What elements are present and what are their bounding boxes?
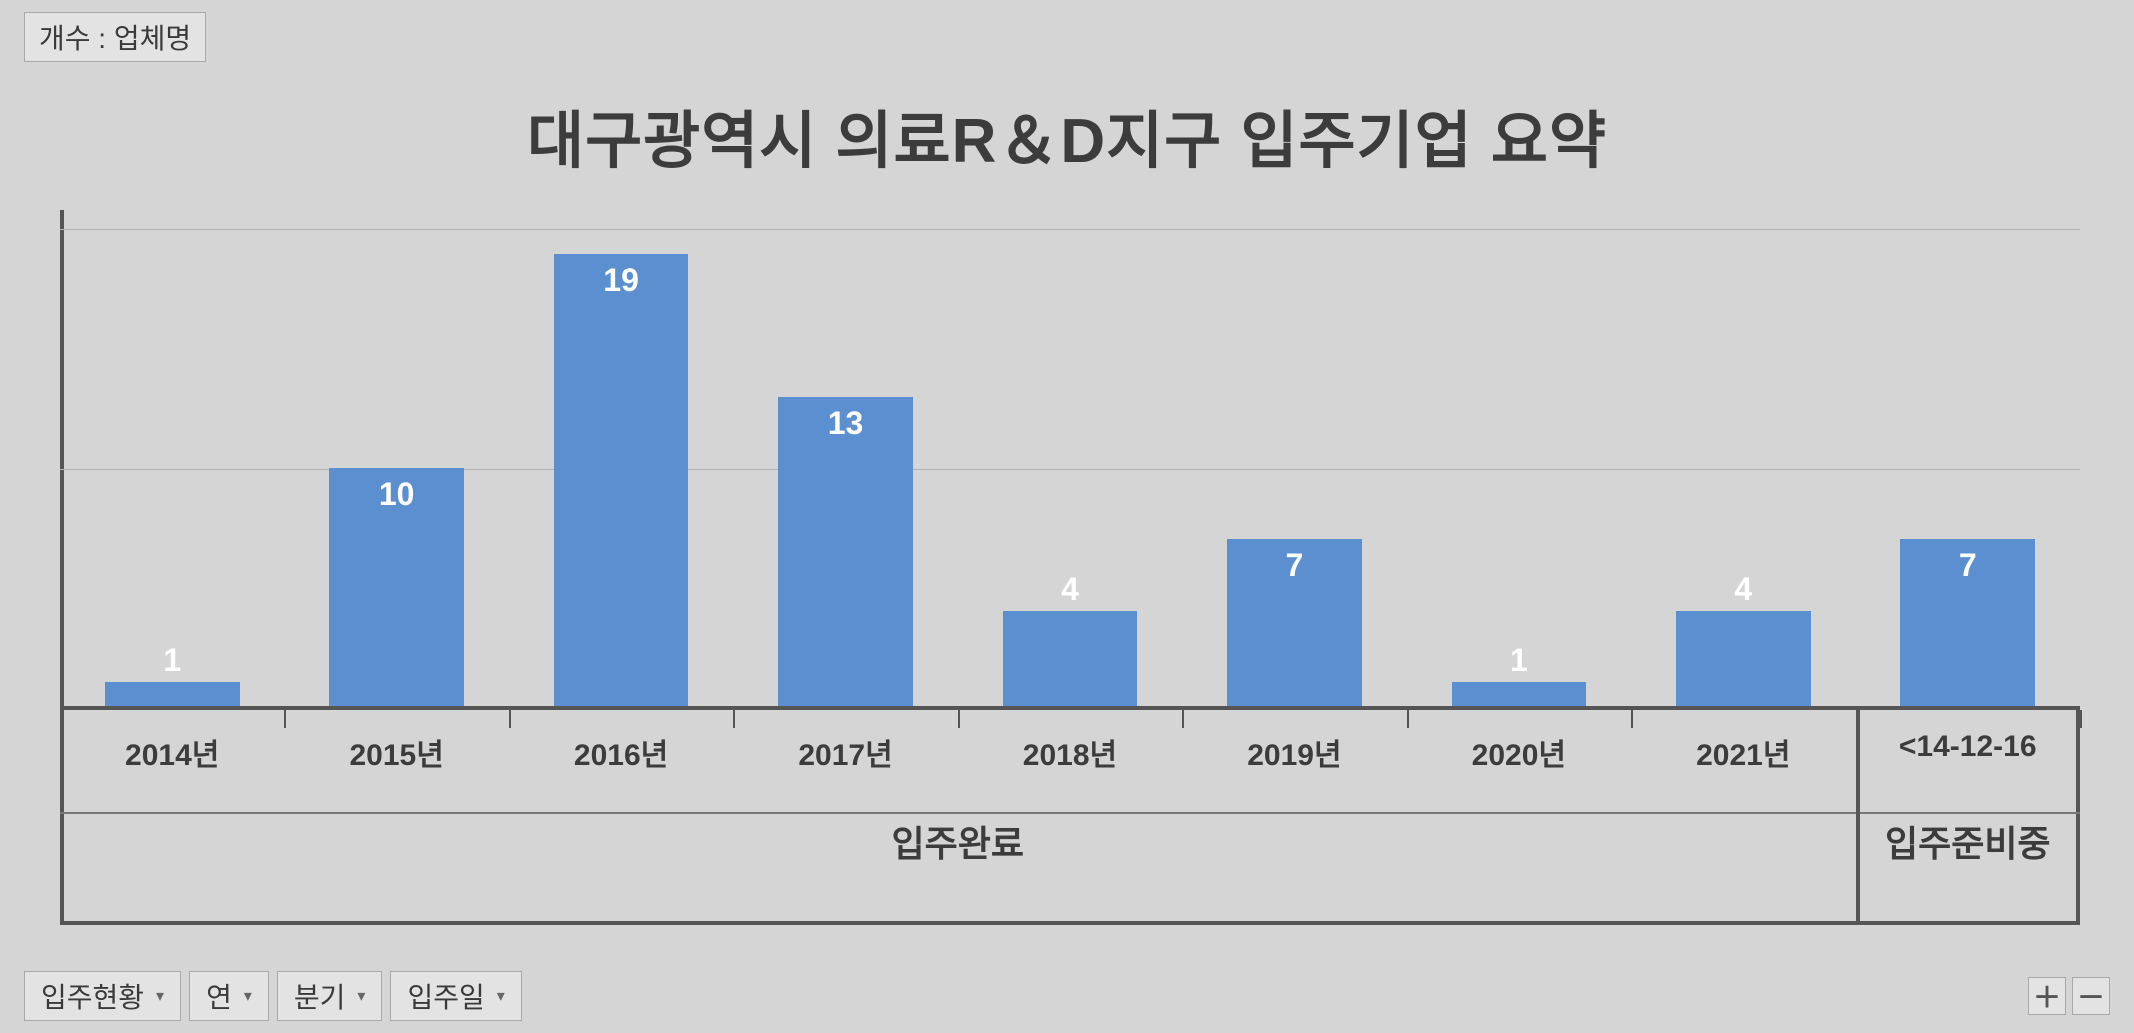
bar: 13 — [778, 397, 913, 706]
bar-value-label: 1 — [1452, 642, 1587, 679]
bar-slot: 4 — [1631, 230, 1855, 706]
category-separator — [1856, 710, 1860, 925]
x-tick — [509, 710, 511, 728]
filter-label: 연 — [206, 976, 232, 1016]
plot-area: 110191347147 2014년2015년2016년2017년2018년20… — [60, 230, 2080, 710]
bar: 4 — [1676, 611, 1811, 706]
zoom-in-button[interactable]: ＋ — [2028, 977, 2066, 1015]
bar-value-label: 4 — [1676, 571, 1811, 608]
category-bottom-line — [60, 921, 2080, 925]
category-label: 입주완료 — [60, 815, 1856, 875]
x-tick — [733, 710, 735, 728]
bar-slot: 19 — [509, 230, 733, 706]
bar-slot: 4 — [958, 230, 1182, 706]
bar-slot: 10 — [284, 230, 508, 706]
x-tick — [1407, 710, 1409, 728]
bar-value-label: 13 — [778, 405, 913, 442]
x-tick — [958, 710, 960, 728]
filter-button[interactable]: 입주현황 ▾ — [24, 971, 181, 1021]
x-axis-label: 2015년 — [284, 730, 508, 774]
legend-badge: 개수 : 업체명 — [24, 12, 206, 62]
bars-container: 1 10 19 13 4 7 1 4 7 — [60, 230, 2080, 706]
bar-value-label: 10 — [329, 476, 464, 513]
bar-slot: 1 — [60, 230, 284, 706]
chevron-down-icon: ▾ — [244, 986, 252, 1006]
zoom-out-button[interactable]: － — [2072, 977, 2110, 1015]
bar-value-label: 4 — [1003, 571, 1138, 608]
x-axis-label: 2018년 — [958, 730, 1182, 774]
zoom-controls: ＋ － — [2028, 977, 2110, 1015]
bar-value-label: 7 — [1900, 547, 2035, 584]
x-tick — [2080, 710, 2082, 728]
x-axis-label: 2016년 — [509, 730, 733, 774]
filter-label: 입주일 — [407, 976, 484, 1016]
filter-button[interactable]: 입주일 ▾ — [390, 971, 521, 1021]
bar-slot: 1 — [1407, 230, 1631, 706]
filter-label: 입주현황 — [41, 976, 144, 1016]
chevron-down-icon: ▾ — [357, 986, 365, 1006]
filter-button[interactable]: 분기 ▾ — [277, 971, 383, 1021]
x-axis-labels: 2014년2015년2016년2017년2018년2019년2020년2021년… — [60, 730, 2080, 774]
category-row: 입주완료입주준비중 — [60, 815, 2080, 875]
bar: 7 — [1227, 539, 1362, 706]
bar-slot: 7 — [1856, 230, 2080, 706]
bar: 4 — [1003, 611, 1138, 706]
x-axis — [60, 706, 2080, 710]
x-axis-label: 2014년 — [60, 730, 284, 774]
bar: 1 — [105, 682, 240, 706]
bottom-filter-bar: 입주현황▾연▾분기▾입주일▾ ＋ － — [24, 971, 2110, 1021]
bar: 7 — [1900, 539, 2035, 706]
x-axis-label: 2017년 — [733, 730, 957, 774]
chevron-down-icon: ▾ — [497, 986, 505, 1006]
x-axis-label: 2019년 — [1182, 730, 1406, 774]
bar: 1 — [1452, 682, 1587, 706]
bar: 19 — [554, 254, 689, 706]
x-tick — [284, 710, 286, 728]
bar-value-label: 19 — [554, 262, 689, 299]
bar-slot: 7 — [1182, 230, 1406, 706]
x-tick — [1182, 710, 1184, 728]
bar: 10 — [329, 468, 464, 706]
chart-title: 대구광역시 의료R＆D지구 입주기업 요약 — [527, 90, 1607, 180]
x-axis-label: <14-12-16 — [1856, 730, 2080, 774]
filter-label: 분기 — [294, 976, 346, 1016]
chevron-down-icon: ▾ — [156, 986, 164, 1006]
x-axis-label: 2021년 — [1631, 730, 1855, 774]
x-axis-label: 2020년 — [1407, 730, 1631, 774]
x-tick — [1631, 710, 1633, 728]
bar-slot: 13 — [733, 230, 957, 706]
bar-value-label: 7 — [1227, 547, 1362, 584]
category-top-line — [60, 812, 2080, 814]
filter-button[interactable]: 연▾ — [189, 971, 269, 1021]
bar-value-label: 1 — [105, 642, 240, 679]
category-label: 입주준비중 — [1856, 815, 2080, 875]
